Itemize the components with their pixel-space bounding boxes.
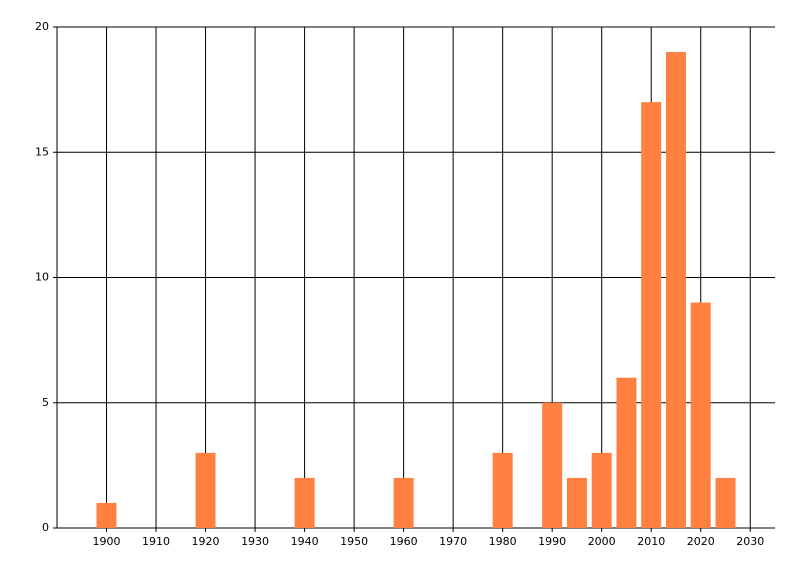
bar: [665, 52, 686, 529]
x-tick-label: 2010: [637, 535, 665, 548]
bar: [542, 402, 563, 528]
x-tick-label: 1970: [439, 535, 467, 548]
y-tick-label: 0: [42, 521, 49, 534]
bar: [591, 452, 612, 528]
x-tick-label: 2000: [588, 535, 616, 548]
x-tick-label: 1990: [538, 535, 566, 548]
bar: [96, 502, 117, 528]
bar: [294, 477, 315, 528]
x-tick-label: 1980: [489, 535, 517, 548]
x-tick-label: 1960: [390, 535, 418, 548]
x-tick-label: 1900: [93, 535, 121, 548]
y-tick-label: 5: [42, 396, 49, 409]
bar: [566, 477, 587, 528]
bar: [195, 452, 216, 528]
x-tick-label: 1930: [241, 535, 269, 548]
y-tick-label: 10: [35, 271, 49, 284]
bar: [492, 452, 513, 528]
x-tick-label: 1940: [291, 535, 319, 548]
bar: [393, 477, 414, 528]
x-tick-label: 1920: [192, 535, 220, 548]
bar: [715, 477, 736, 528]
x-tick-label: 2030: [736, 535, 764, 548]
y-tick-label: 15: [35, 145, 49, 158]
bar: [641, 102, 662, 529]
bar: [690, 302, 711, 528]
x-tick-label: 1950: [340, 535, 368, 548]
x-tick-label: 2020: [687, 535, 715, 548]
bar: [616, 377, 637, 528]
y-tick-label: 20: [35, 20, 49, 33]
x-tick-label: 1910: [142, 535, 170, 548]
